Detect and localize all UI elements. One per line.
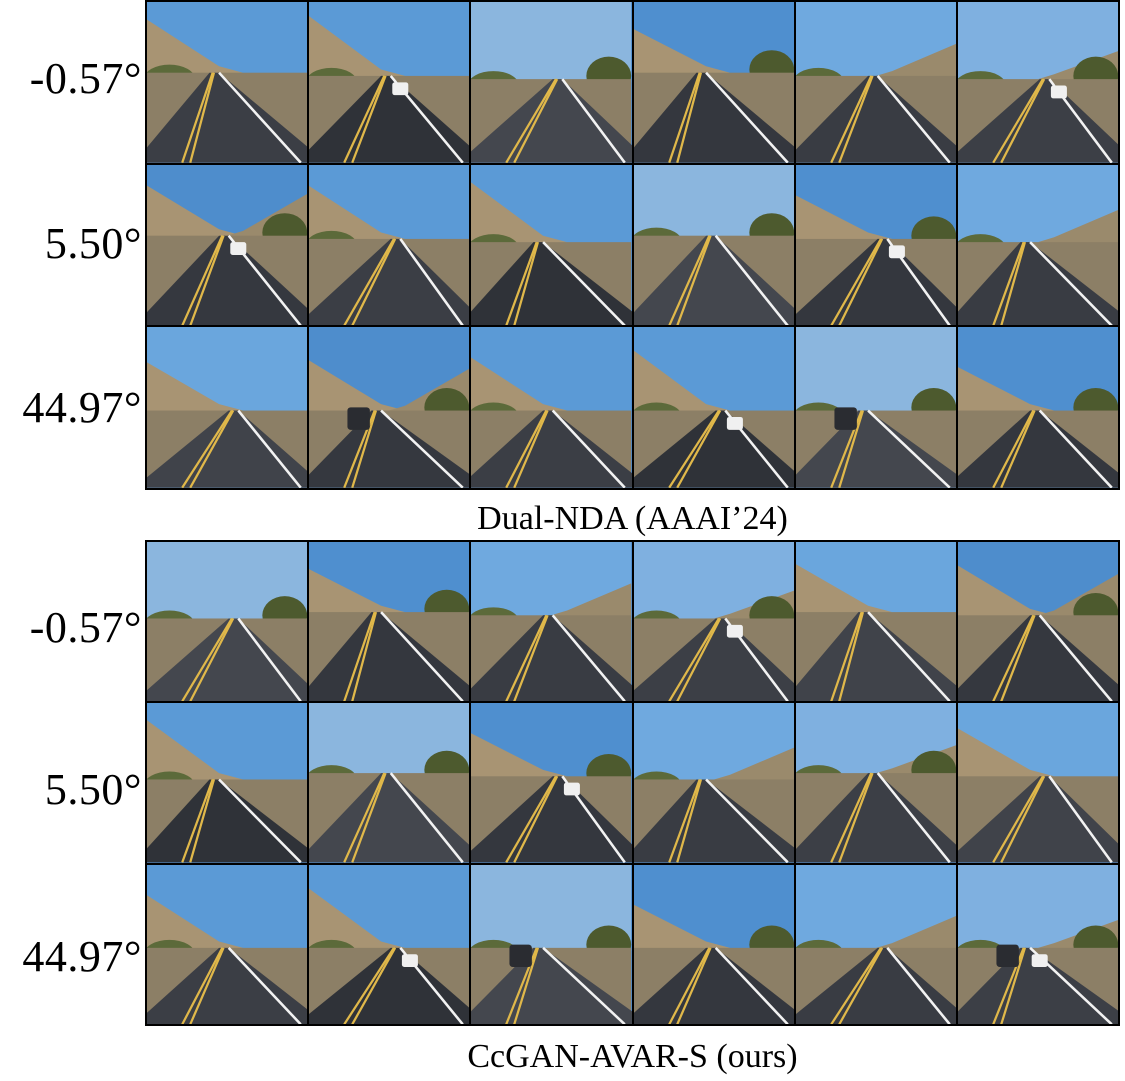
road-scene-image (147, 327, 308, 488)
road-scene-image (147, 703, 308, 863)
row-label-angle-2: 5.50° (44, 219, 142, 268)
road-scene-image (633, 327, 794, 488)
row-label-angle-3: 44.97° (22, 932, 142, 981)
road-scene-image (471, 327, 632, 488)
road-scene-image (957, 864, 1118, 1024)
road-scene-image (795, 327, 956, 488)
image-grid-ccgan-avar-s (145, 540, 1120, 1026)
road-scene-image (957, 703, 1118, 863)
image-grid-dual-nda (145, 0, 1120, 490)
row-label-angle-2: 5.50° (44, 765, 142, 814)
road-scene-image (147, 164, 308, 326)
road-scene-image (957, 164, 1118, 326)
row-label-angle-3: 44.97° (22, 383, 142, 432)
road-scene-image (795, 703, 956, 863)
road-scene-image (471, 703, 632, 863)
panel-caption-dual-nda: Dual-NDA (AAAI’24) (477, 500, 788, 537)
road-scene-image (633, 542, 794, 702)
road-scene-image (795, 2, 956, 163)
road-scene-image (309, 164, 470, 326)
road-scene-image (309, 2, 470, 163)
road-scene-image (147, 542, 308, 702)
road-scene-image (633, 864, 794, 1024)
road-scene-image (633, 164, 794, 326)
row-label-angle-1: -0.57° (29, 54, 142, 103)
road-scene-image (633, 703, 794, 863)
road-scene-image (309, 703, 470, 863)
road-scene-image (957, 327, 1118, 488)
road-scene-image (795, 864, 956, 1024)
road-scene-image (471, 164, 632, 326)
panel-caption-ccgan-avar-s: CcGAN-AVAR-S (ours) (467, 1038, 798, 1075)
row-label-angle-1: -0.57° (29, 603, 142, 652)
road-scene-image (309, 864, 470, 1024)
road-scene-image (957, 2, 1118, 163)
road-scene-image (309, 327, 470, 488)
road-scene-image (795, 542, 956, 702)
road-scene-image (795, 164, 956, 326)
road-scene-image (957, 542, 1118, 702)
road-scene-image (471, 2, 632, 163)
road-scene-image (147, 864, 308, 1024)
road-scene-image (471, 542, 632, 702)
road-scene-image (633, 2, 794, 163)
road-scene-image (147, 2, 308, 163)
road-scene-image (471, 864, 632, 1024)
road-scene-image (309, 542, 470, 702)
